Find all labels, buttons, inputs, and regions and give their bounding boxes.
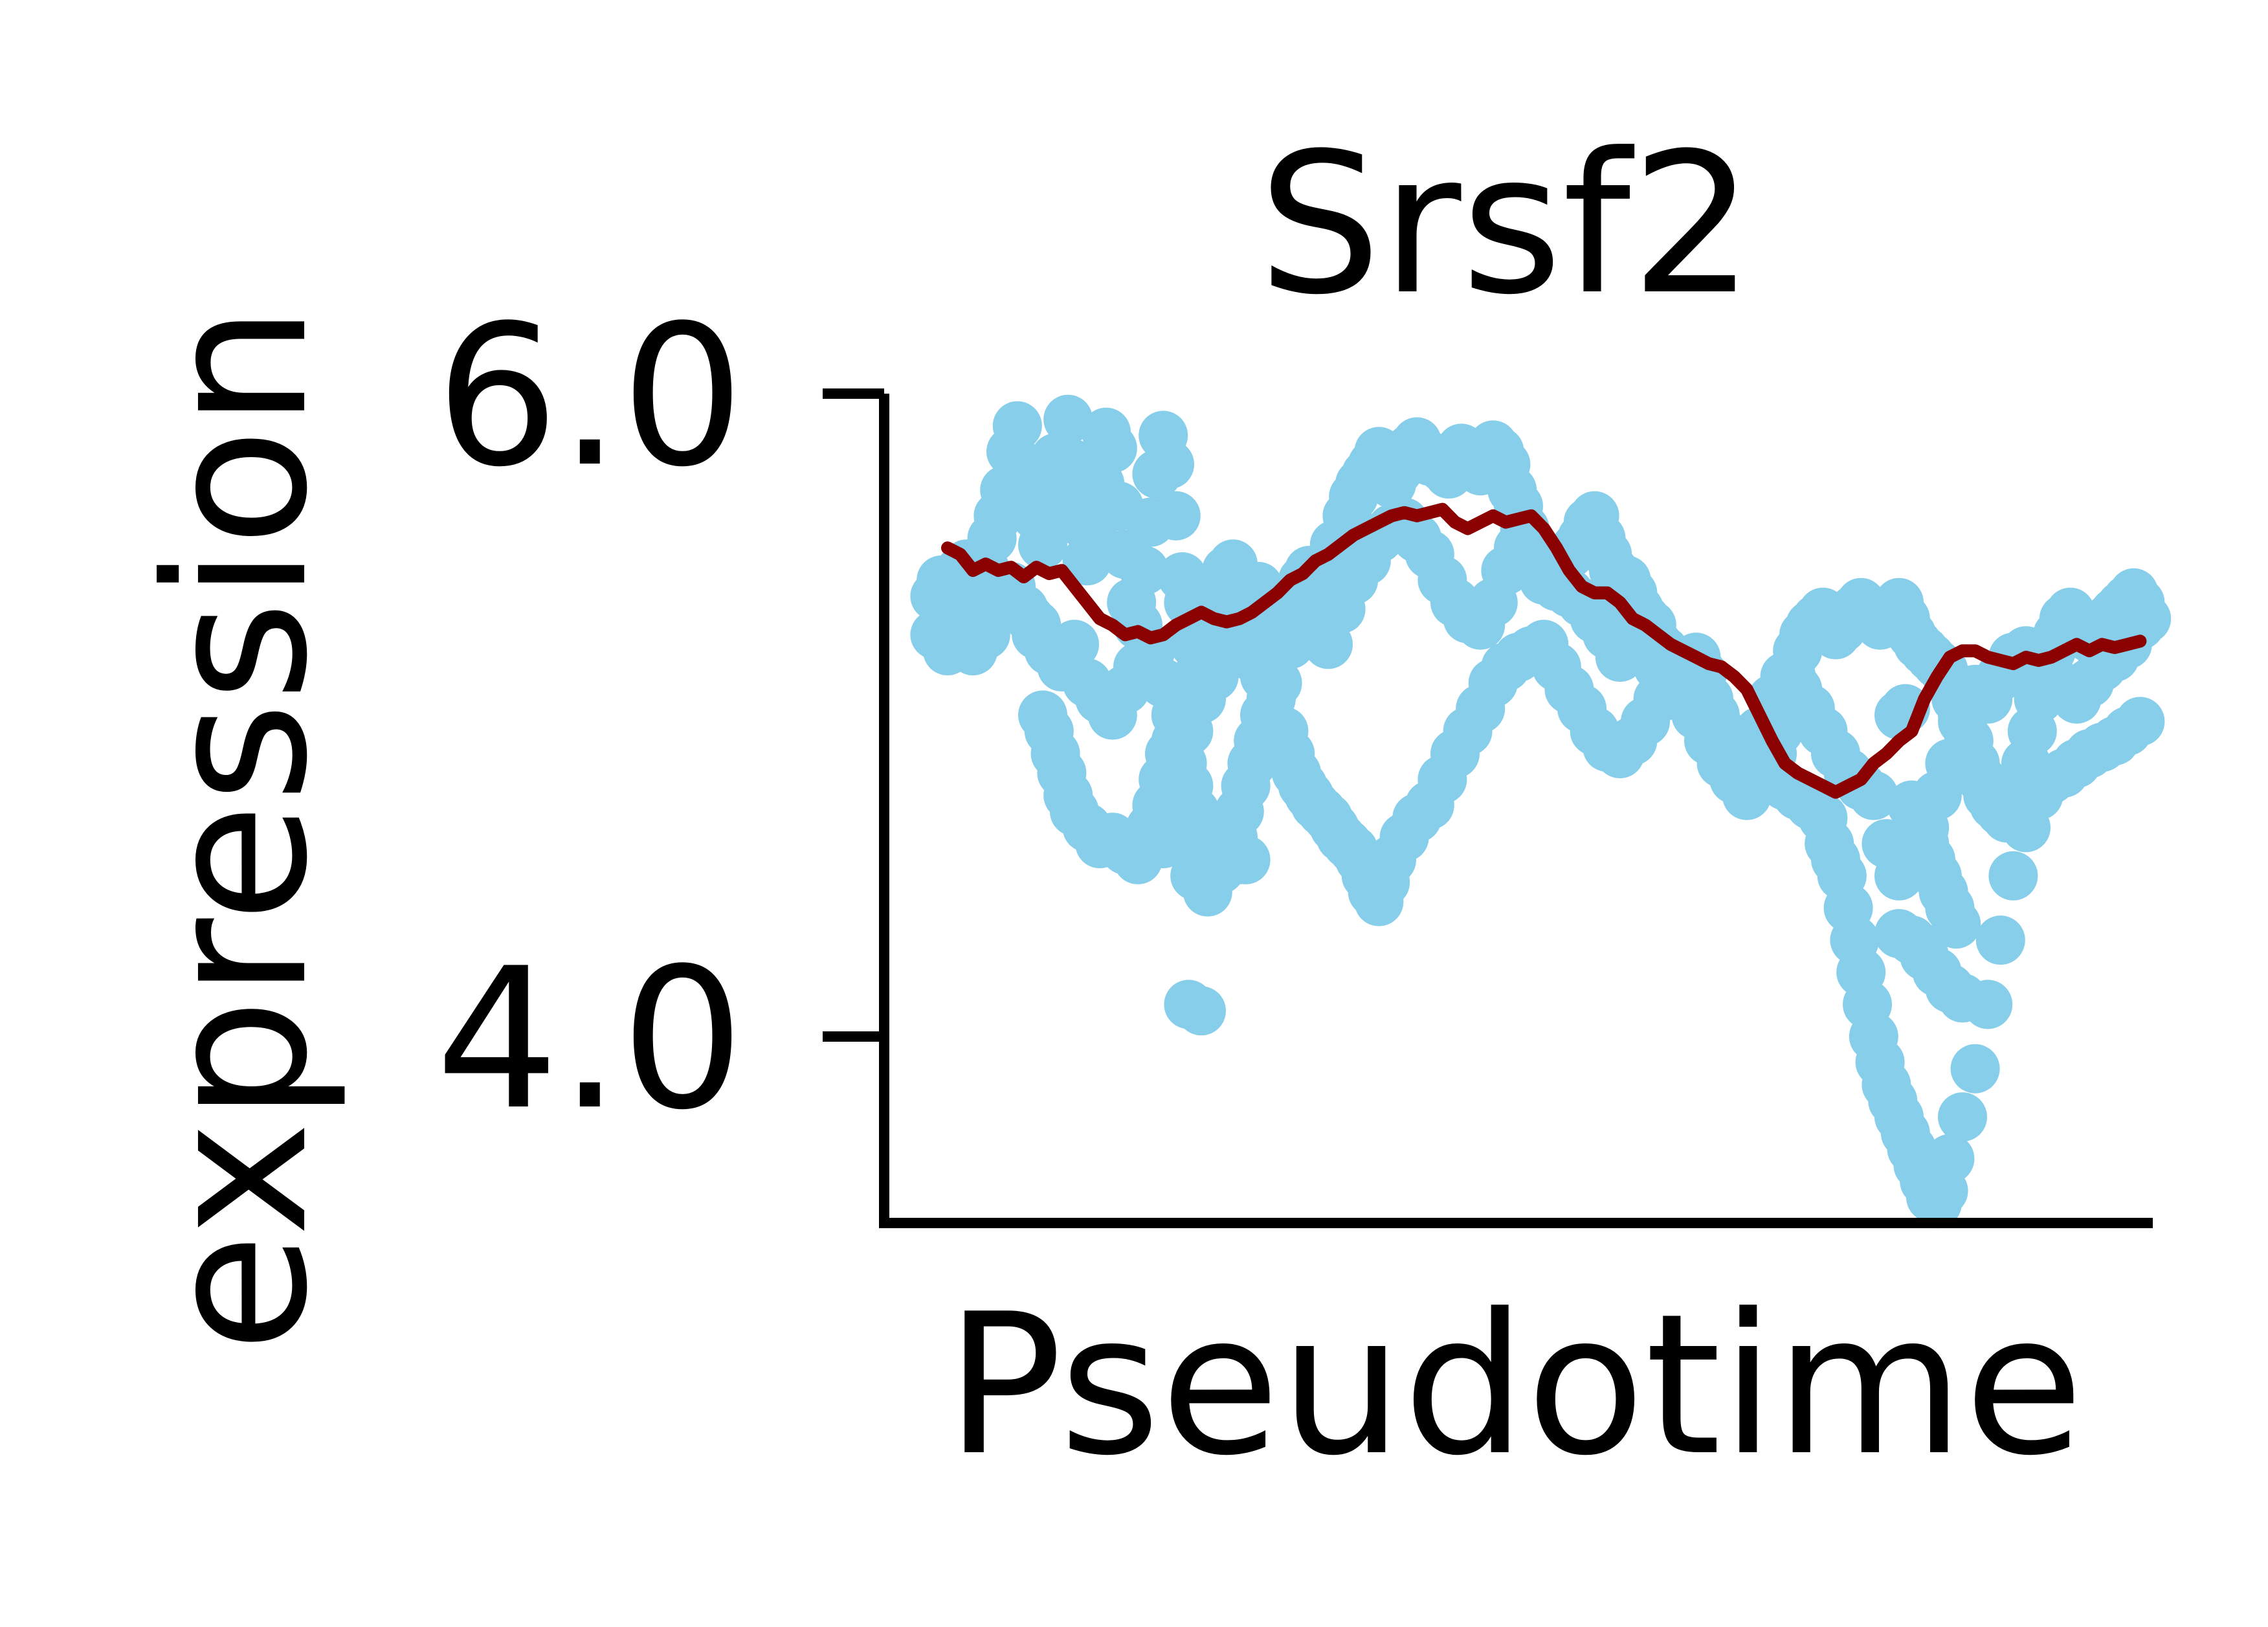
scatter-point: [2115, 697, 2165, 746]
scatter-point: [1050, 620, 1099, 669]
scatter-point: [1043, 394, 1093, 444]
scatter-points: [910, 394, 2172, 1229]
x-axis-label: Pseudotime: [946, 1272, 2084, 1498]
scatter-point: [1938, 973, 1987, 1023]
scatter-point: [1221, 835, 1271, 884]
scatter-point: [1931, 899, 1981, 949]
scatter-point: [1119, 546, 1169, 596]
trend-line: [941, 502, 2147, 799]
scatter-point: [1938, 1092, 1987, 1142]
y-axis-label: expression: [124, 305, 350, 1352]
scatter-point: [1018, 520, 1067, 570]
scatter-point: [1151, 491, 1201, 541]
scatter-point: [1925, 1134, 1975, 1184]
scatter-point: [1012, 610, 1062, 660]
scatter-point: [1252, 658, 1302, 708]
y-ticks: 4.0 6.0: [436, 284, 884, 1152]
trend-line-layer: [941, 502, 2147, 799]
scatter-point: [1145, 440, 1194, 489]
scatter-point: [1151, 813, 1201, 862]
scatter-point: [1087, 423, 1137, 473]
y-tick-label: 6.0: [436, 284, 744, 510]
scatter-point: [1950, 1044, 2000, 1094]
scatter-point: [1925, 739, 1975, 788]
scatter-point: [992, 401, 1042, 451]
scatter-point: [1975, 915, 2025, 965]
y-tick-label: 4.0: [436, 926, 744, 1152]
scatter-point: [1988, 851, 2038, 901]
scatter-point: [1177, 986, 1226, 1036]
chart-title: Srsf2: [1258, 111, 1755, 337]
scatter-point: [2115, 600, 2165, 650]
